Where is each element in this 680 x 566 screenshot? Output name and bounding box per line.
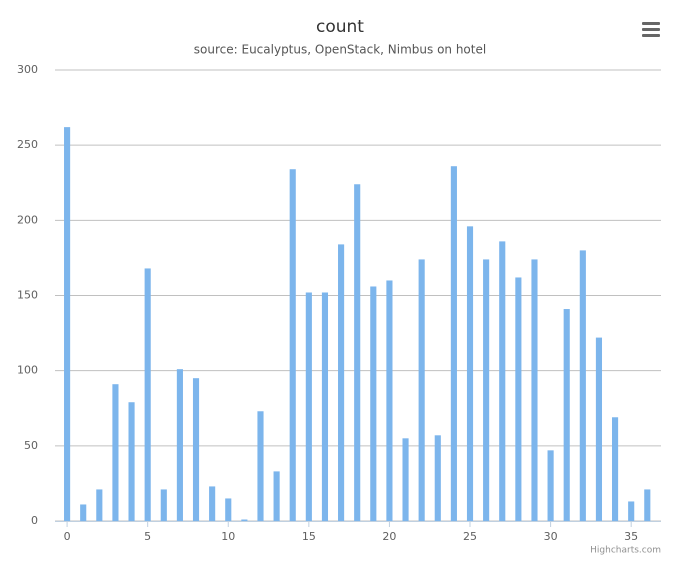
y-tick-label: 150 bbox=[17, 289, 38, 302]
x-tick-label: 30 bbox=[544, 530, 558, 543]
bar bbox=[64, 127, 71, 522]
bar bbox=[192, 378, 200, 521]
bar bbox=[595, 337, 603, 521]
bar bbox=[466, 226, 474, 521]
bar bbox=[96, 489, 103, 521]
y-tick-label: 100 bbox=[17, 364, 38, 377]
chart-title: count bbox=[316, 17, 364, 37]
x-tick-label: 25 bbox=[463, 530, 477, 543]
bar bbox=[338, 244, 345, 522]
bar bbox=[273, 471, 280, 521]
bar bbox=[386, 280, 393, 521]
y-tick-label: 200 bbox=[17, 213, 38, 226]
menu-button[interactable] bbox=[642, 22, 660, 37]
menu-bar bbox=[642, 28, 660, 31]
bar bbox=[515, 277, 522, 521]
x-tick-label: 20 bbox=[382, 530, 396, 543]
bar bbox=[579, 250, 586, 521]
bar bbox=[499, 241, 506, 521]
menu-bar bbox=[642, 34, 660, 37]
bar bbox=[434, 435, 441, 521]
bar bbox=[547, 450, 554, 521]
bar bbox=[370, 286, 377, 521]
bar bbox=[128, 402, 135, 521]
bar bbox=[112, 384, 119, 521]
y-tick-label: 300 bbox=[17, 63, 38, 76]
bar bbox=[612, 417, 619, 521]
bar bbox=[176, 369, 183, 521]
bar bbox=[483, 259, 490, 521]
bar bbox=[225, 498, 232, 521]
bar bbox=[354, 184, 361, 521]
bar bbox=[289, 169, 296, 521]
bar bbox=[209, 486, 216, 521]
bar bbox=[450, 166, 457, 522]
y-tick-label: 250 bbox=[17, 138, 38, 151]
menu-bar bbox=[642, 22, 660, 25]
x-tick-label: 10 bbox=[221, 530, 235, 543]
x-tick-label: 0 bbox=[64, 530, 71, 543]
bar bbox=[531, 259, 538, 521]
bar bbox=[241, 519, 248, 521]
credits[interactable]: Highcharts.com bbox=[590, 546, 661, 556]
bar bbox=[644, 489, 651, 521]
x-tick-label: 15 bbox=[302, 530, 316, 543]
chart-subtitle: source: Eucalyptus, OpenStack, Nimbus on… bbox=[194, 43, 486, 57]
bar bbox=[305, 292, 312, 521]
y-tick-label: 50 bbox=[24, 439, 38, 452]
bar bbox=[418, 259, 425, 521]
bar bbox=[402, 438, 409, 521]
bar bbox=[257, 411, 264, 521]
bar bbox=[80, 504, 87, 521]
y-tick-label: 0 bbox=[31, 514, 38, 527]
x-tick-label: 5 bbox=[144, 530, 151, 543]
bar bbox=[628, 501, 635, 521]
bar bbox=[321, 292, 329, 521]
bar bbox=[160, 489, 167, 521]
bar bbox=[144, 268, 151, 521]
x-tick-label: 35 bbox=[624, 530, 638, 543]
bar bbox=[563, 309, 570, 521]
